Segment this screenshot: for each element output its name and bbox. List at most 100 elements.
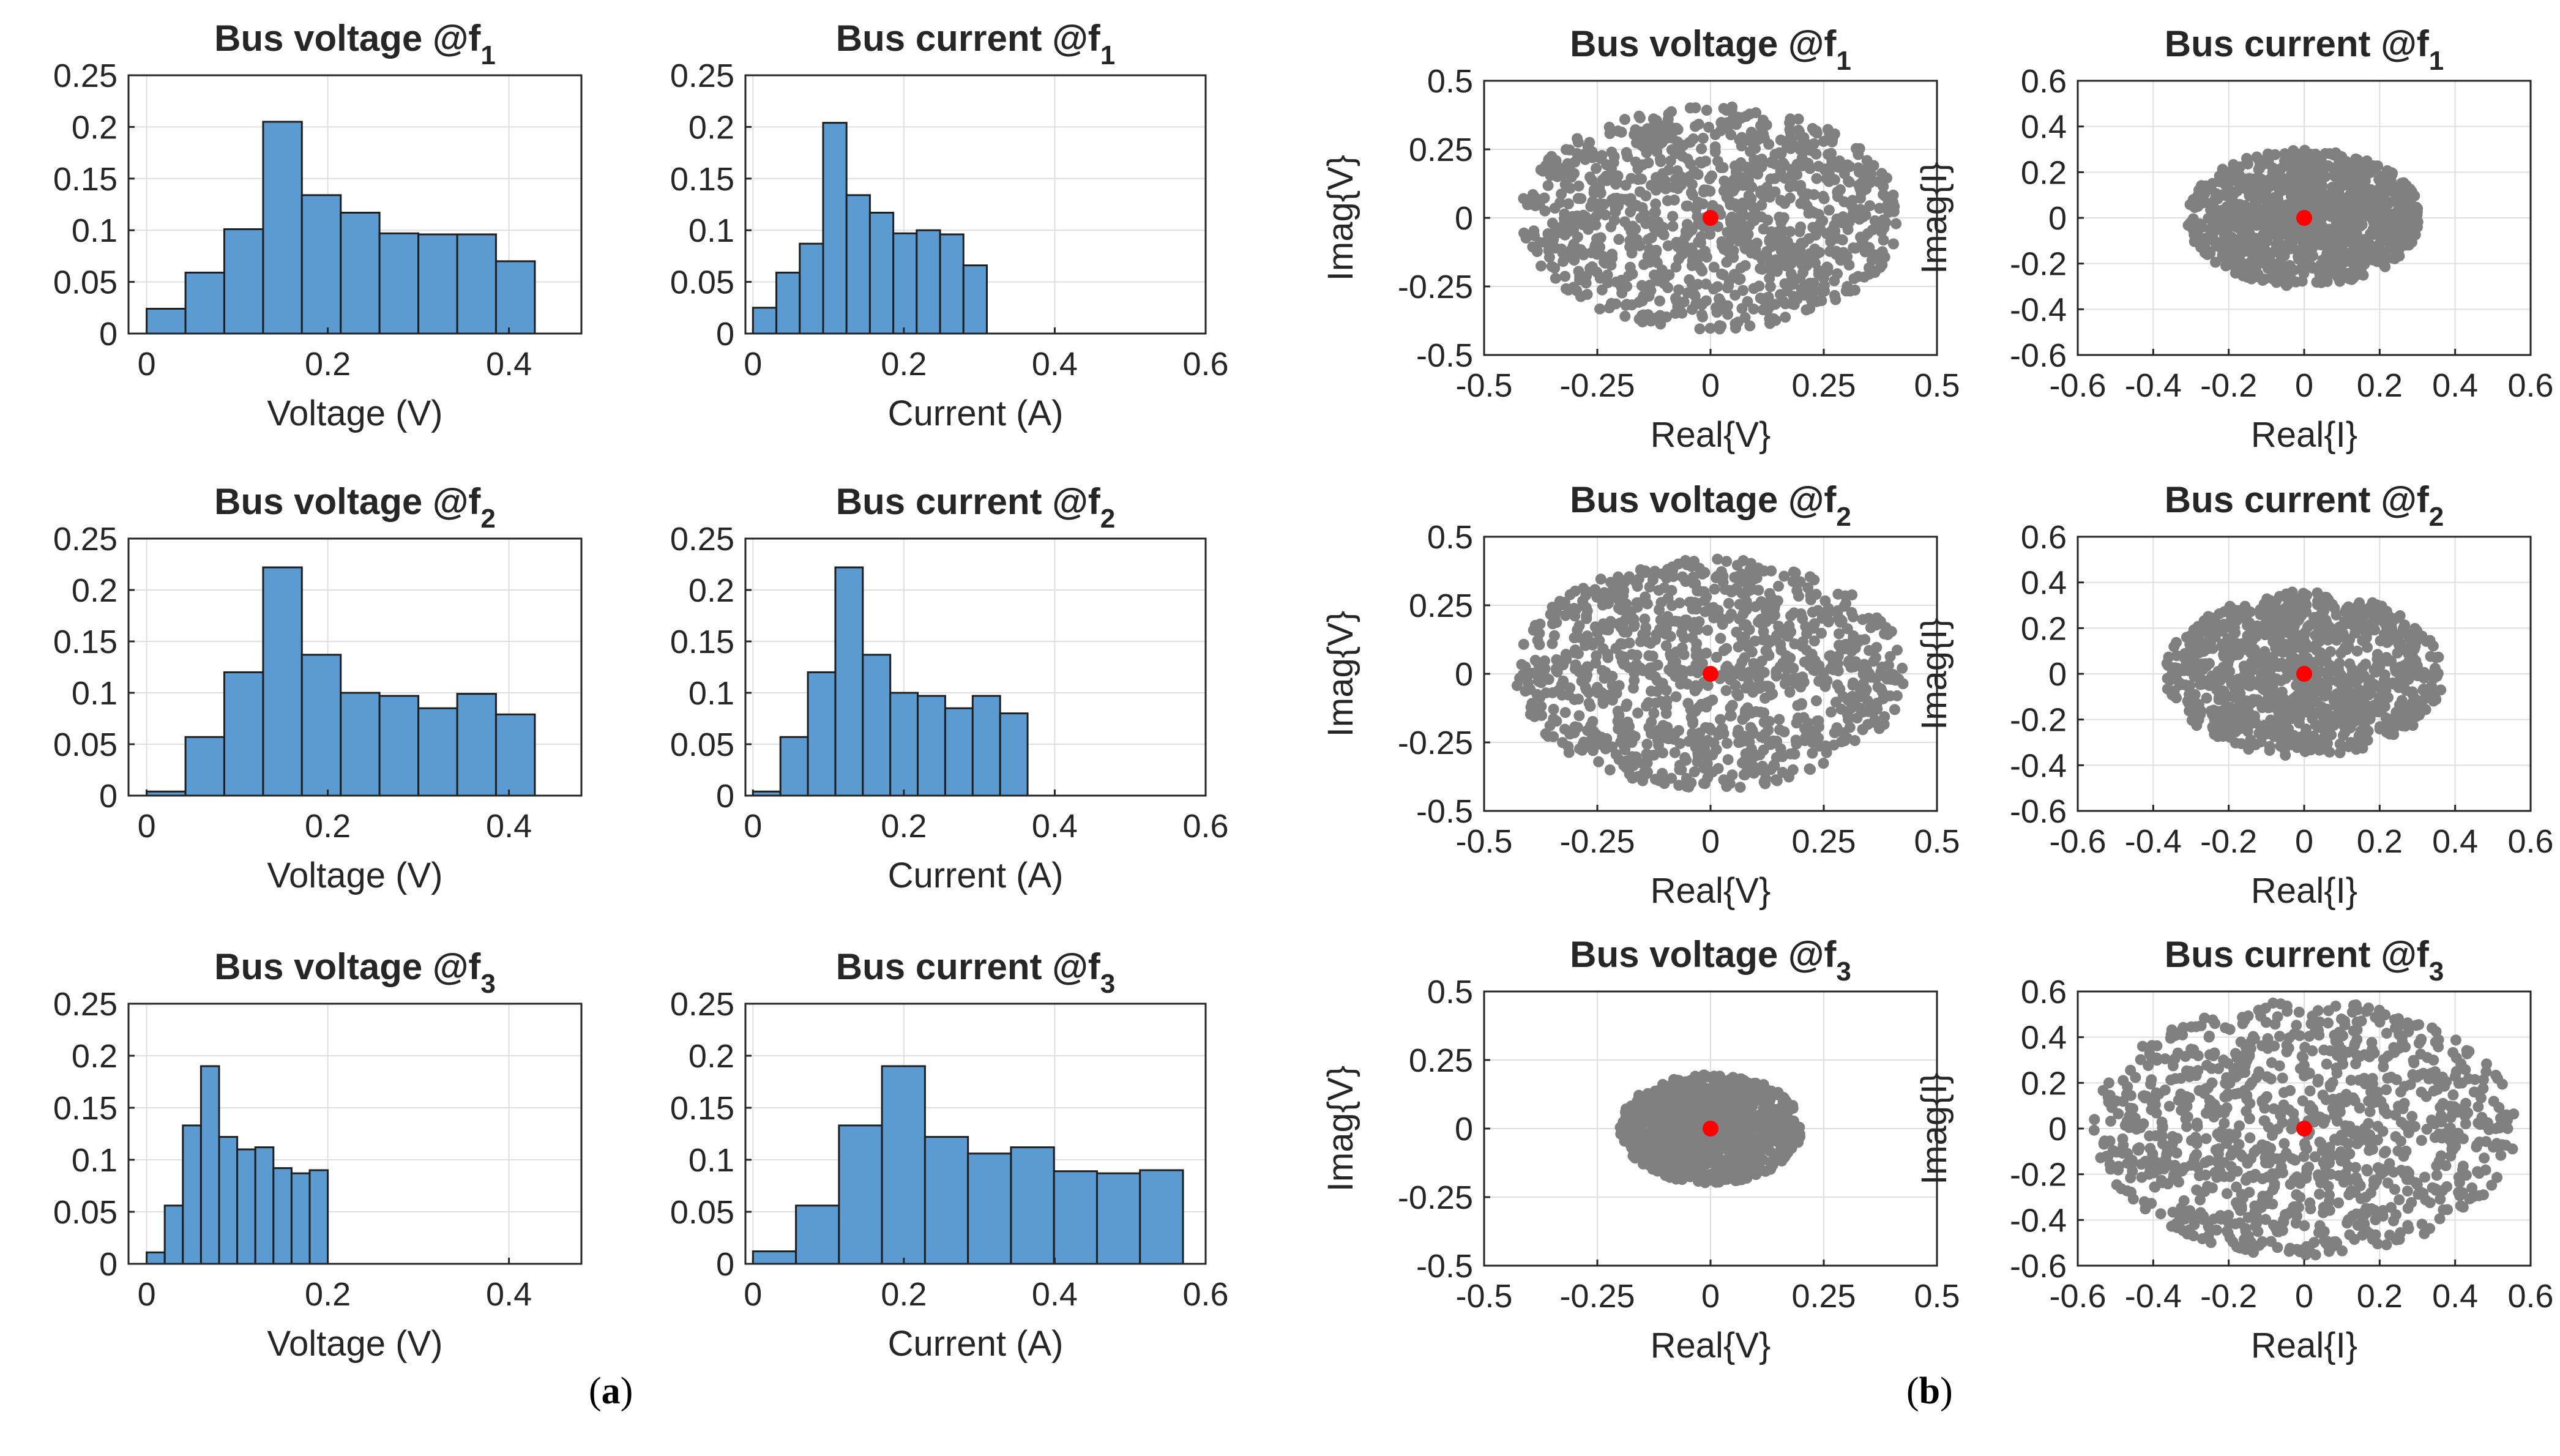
- scatter-point: [1580, 277, 1592, 289]
- scatter-point: [1762, 214, 1774, 226]
- scatter-point: [2344, 658, 2356, 670]
- scatter-point: [1657, 222, 1669, 233]
- scatter-point: [1857, 166, 1868, 178]
- scatter-point: [1810, 230, 1821, 241]
- scatter-point: [1804, 248, 1815, 259]
- scatter-point: [1662, 240, 1674, 252]
- scatter-point: [2265, 630, 2277, 641]
- scatter-point: [2293, 635, 2305, 647]
- x-tick-label: 0.4: [1032, 808, 1078, 845]
- scatter-point: [1784, 686, 1796, 698]
- x-tick-label: 0.6: [1182, 346, 1228, 383]
- scatter-point: [1780, 629, 1791, 641]
- scatter-point: [1709, 141, 1721, 152]
- scatter-point: [2302, 690, 2313, 701]
- y-tick-label: 0.25: [670, 58, 734, 94]
- scatter-point: [1753, 280, 1765, 292]
- scatter-point: [1685, 704, 1696, 715]
- scatter-point: [2381, 630, 2392, 641]
- scatter-point: [1547, 638, 1558, 649]
- scatter-point: [2403, 656, 2414, 668]
- scatter-point: [2245, 212, 2256, 224]
- scatter-point: [1681, 200, 1692, 212]
- scatter-point: [2219, 179, 2231, 190]
- scatter-point: [2189, 202, 2201, 214]
- x-tick-label: -0.2: [2200, 823, 2257, 860]
- histogram-bar: [378, 695, 420, 797]
- scatter-point: [2278, 716, 2290, 728]
- scatter-point: [1684, 102, 1696, 114]
- scatter-point: [2302, 245, 2313, 257]
- histogram-bar: [184, 736, 225, 797]
- scatter-point: [1744, 108, 1756, 120]
- scatter-point: [1718, 645, 1730, 657]
- scatter-point: [1793, 249, 1805, 261]
- x-tick-label: 0.4: [1032, 1276, 1078, 1313]
- scatter-point: [2384, 611, 2395, 622]
- scatter-point: [2193, 184, 2205, 196]
- y-axis-label: Imag{I}: [1914, 618, 1954, 730]
- scatter-point: [1878, 214, 1889, 226]
- histogram-bar: [962, 264, 988, 335]
- center-point: [2296, 666, 2312, 682]
- scatter-point: [2208, 217, 2220, 229]
- scatter-point: [2312, 587, 2323, 599]
- scatter-point: [1682, 287, 1693, 299]
- scatter-point: [1577, 595, 1589, 607]
- scatter-point: [2246, 241, 2258, 252]
- scatter-point: [1698, 186, 1709, 198]
- scatter-point: [1668, 571, 1679, 583]
- scatter-point: [1586, 152, 1598, 163]
- y-tick-label: 0.25: [1409, 132, 1473, 168]
- y-tick-label: 0.25: [670, 521, 734, 558]
- scatter-point: [1687, 715, 1699, 727]
- scatter-point: [1581, 725, 1593, 736]
- scatter-point: [1641, 739, 1653, 750]
- scatter-point: [1535, 164, 1547, 176]
- scatter-point: [2358, 722, 2370, 733]
- scatter-point: [1578, 667, 1590, 679]
- scatter-point: [2234, 688, 2246, 700]
- histogram-bar: [182, 1124, 202, 1265]
- histogram-bar: [456, 233, 497, 335]
- scatter-point: [1790, 734, 1802, 746]
- scatter-point: [1650, 184, 1662, 196]
- scatter-point: [1527, 667, 1539, 679]
- scatter-point: [1583, 697, 1595, 709]
- scatter-point: [2362, 190, 2374, 201]
- scatter-point: [1764, 313, 1775, 324]
- scatter-point: [1726, 586, 1737, 598]
- x-tick-label: 0.6: [2507, 823, 2553, 860]
- scatter-point: [1634, 112, 1646, 124]
- scatter-point: [2210, 192, 2222, 203]
- scatter-point: [2261, 727, 2272, 739]
- scatter-point: [1889, 704, 1900, 715]
- scatter-point: [2334, 738, 2346, 750]
- scatter-point: [2386, 714, 2398, 725]
- scatter-point: [2401, 211, 2413, 222]
- scatter-point: [1829, 174, 1840, 185]
- scatter-point: [1897, 678, 1909, 690]
- scatter-point: [1648, 113, 1659, 125]
- scatter-point: [1619, 114, 1630, 125]
- scatter-point: [1569, 694, 1580, 706]
- scatter-point: [1612, 706, 1624, 717]
- scatter-point: [2334, 668, 2346, 680]
- scatter-point: [2260, 156, 2271, 168]
- scatter-point: [2280, 673, 2291, 684]
- scatter-point: [2288, 264, 2300, 276]
- scatter-point: [2308, 201, 2319, 212]
- scatter-point: [2395, 231, 2407, 242]
- scatter-point: [1687, 255, 1698, 267]
- scatter-point: [1674, 678, 1686, 690]
- scatter-point: [1887, 189, 1899, 201]
- x-axis-label: Real{I}: [2251, 415, 2357, 455]
- x-tick-label: 0.4: [2432, 367, 2478, 404]
- scatter-point: [2346, 236, 2358, 247]
- x-tick-label: 0: [744, 808, 762, 845]
- scatter-point: [1788, 566, 1799, 578]
- scatter-point: [1847, 679, 1859, 691]
- scatter-point: [2261, 695, 2272, 707]
- scatter-point: [2343, 601, 2354, 613]
- scatter-point: [1785, 258, 1796, 270]
